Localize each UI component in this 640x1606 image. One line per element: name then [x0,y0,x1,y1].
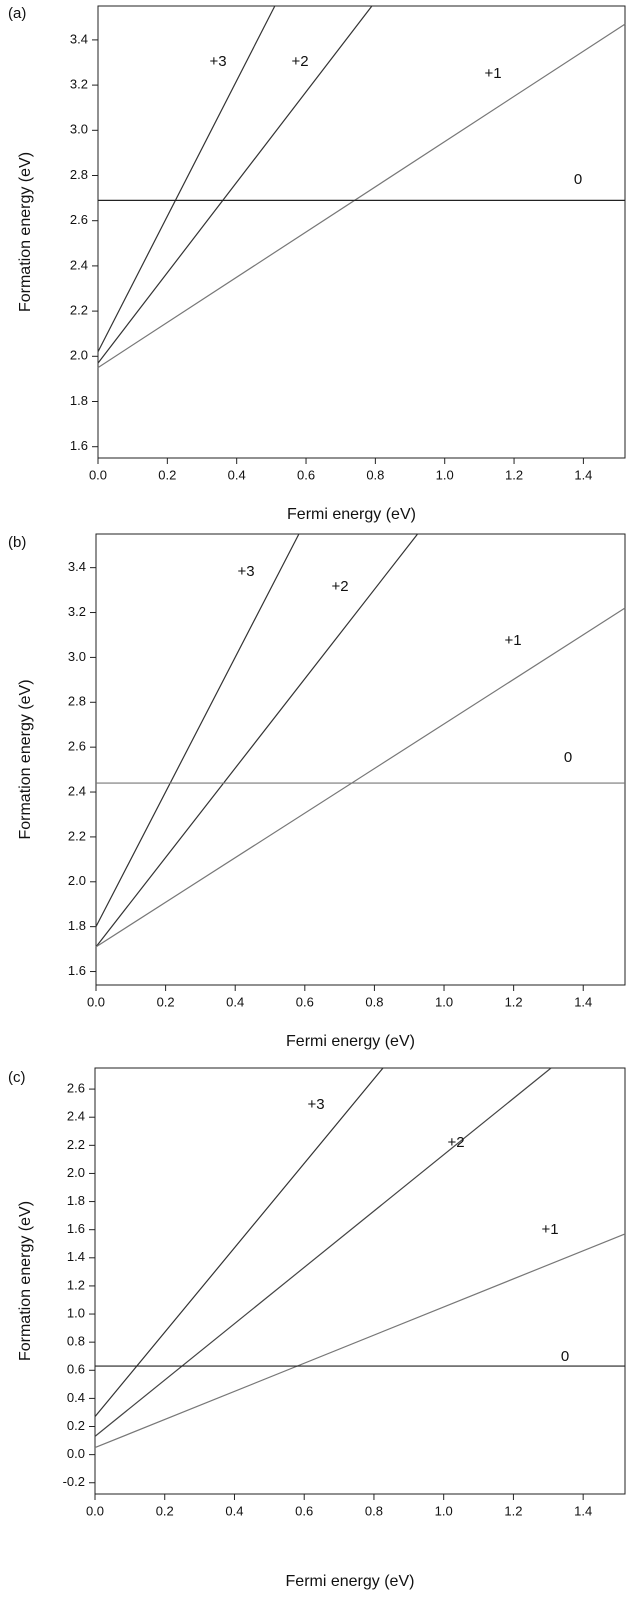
series-label: +3 [237,563,254,580]
series-label: +1 [504,632,521,649]
series-line [97,23,626,369]
y-tick-label: 2.2 [67,1137,85,1152]
series-line [94,1233,626,1449]
plot-frame [97,5,626,459]
x-tick-label: 0.0 [86,1503,104,1518]
y-tick-label: 2.2 [68,828,86,843]
series-label: +3 [307,1096,324,1113]
x-tick-label: 1.4 [574,1503,592,1518]
x-tick-label: 0.0 [89,467,107,482]
panel-label: (a) [8,5,26,22]
series-line [97,5,373,364]
x-tick-label: 1.0 [436,467,454,482]
series-label: 0 [574,171,582,188]
x-tick-label: 0.8 [365,1503,383,1518]
y-tick-label: 3.2 [68,604,86,619]
y-tick-label: 1.2 [67,1277,85,1292]
y-tick-label: 2.2 [70,303,88,318]
series-label: +1 [484,65,501,82]
plot-frame [95,533,626,986]
series-label: +2 [447,1134,464,1151]
x-tick-label: 1.4 [574,467,592,482]
x-tick-label: 1.2 [504,1503,522,1518]
y-tick-label: 1.4 [67,1249,85,1264]
y-tick-label: 0.0 [67,1446,85,1461]
y-tick-label: 1.0 [67,1305,85,1320]
x-tick-label: 0.0 [87,994,105,1009]
x-axis-title: Fermi energy (eV) [286,1573,415,1590]
y-tick-label: 2.8 [68,694,86,709]
y-tick-label: 3.4 [68,559,86,574]
x-tick-label: 0.2 [156,1503,174,1518]
panel-label: (c) [8,1069,26,1086]
series-line [94,1067,384,1418]
series-line [97,5,276,353]
series-line [95,533,300,927]
plot-frame [94,1067,626,1495]
panel-label: (b) [8,534,26,551]
series-label: +3 [209,53,226,70]
x-tick-label: 1.4 [574,994,592,1009]
x-tick-label: 0.2 [157,994,175,1009]
y-tick-label: 3.2 [70,77,88,92]
series-label: +2 [291,53,308,70]
y-tick-label: 1.8 [68,918,86,933]
x-tick-label: 0.8 [365,994,383,1009]
x-tick-label: 0.4 [225,1503,243,1518]
y-tick-label: 0.8 [67,1334,85,1349]
y-tick-label: 2.0 [68,873,86,888]
y-tick-label: 0.4 [67,1390,85,1405]
y-tick-label: 1.8 [70,393,88,408]
y-tick-label: 3.0 [70,122,88,137]
x-tick-label: 0.8 [366,467,384,482]
y-tick-label: 2.8 [70,167,88,182]
y-axis-title: Formation energy (eV) [17,679,34,839]
y-tick-label: 1.8 [67,1193,85,1208]
y-axis-title: Formation energy (eV) [17,1201,34,1361]
y-axis-title: Formation energy (eV) [17,152,34,312]
series-label: +1 [541,1221,558,1238]
x-tick-label: 0.6 [297,467,315,482]
y-tick-label: 2.6 [68,739,86,754]
y-tick-label: 0.6 [67,1362,85,1377]
x-tick-label: 1.0 [435,994,453,1009]
x-tick-label: 1.2 [505,994,523,1009]
x-tick-label: 0.6 [296,994,314,1009]
series-line [95,607,626,948]
x-axis-title: Fermi energy (eV) [286,1033,415,1050]
y-tick-label: 1.6 [68,963,86,978]
y-tick-label: 2.0 [70,348,88,363]
y-tick-label: 2.4 [70,257,88,272]
series-label: +2 [331,578,348,595]
y-tick-label: 2.6 [70,212,88,227]
x-tick-label: 0.4 [226,994,244,1009]
series-line [95,533,419,948]
x-axis-title: Fermi energy (eV) [287,506,416,523]
y-tick-label: 0.2 [67,1418,85,1433]
series-line [94,1067,552,1437]
y-tick-label: 1.6 [70,438,88,453]
x-tick-label: 1.2 [505,467,523,482]
x-tick-label: 0.2 [158,467,176,482]
y-tick-label: 2.0 [67,1165,85,1180]
y-tick-label: 2.6 [67,1081,85,1096]
y-tick-label: 2.4 [68,783,86,798]
series-label: 0 [564,749,572,766]
x-tick-label: 0.4 [228,467,246,482]
y-tick-label: 3.4 [70,31,88,46]
x-tick-label: 1.0 [435,1503,453,1518]
y-tick-label: 1.6 [67,1221,85,1236]
x-tick-label: 0.6 [295,1503,313,1518]
y-tick-label: 3.0 [68,649,86,664]
y-tick-label: 2.4 [67,1109,85,1124]
y-tick-label: -0.2 [63,1474,85,1489]
series-label: 0 [561,1348,569,1365]
